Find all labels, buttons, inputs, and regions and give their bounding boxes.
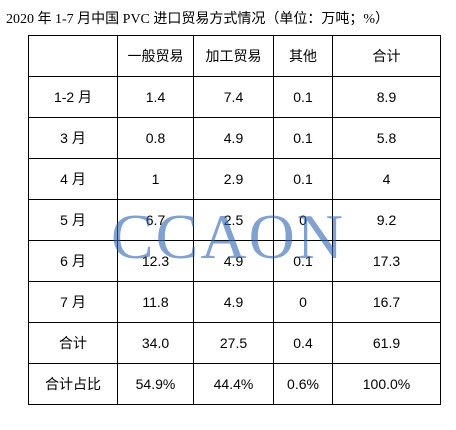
table-cell: 0.1 xyxy=(273,240,333,282)
table-cell: 4.9 xyxy=(193,117,274,159)
table-cell: 44.4% xyxy=(193,363,274,405)
table-cell: 4 xyxy=(332,158,441,200)
table-cell: 0.1 xyxy=(273,117,333,159)
table-cell: 0.4 xyxy=(273,322,333,364)
table-row: 7 月 11.8 4.9 0 16.7 xyxy=(28,281,441,323)
table-cell: 0 xyxy=(273,199,333,241)
row-label: 合计 xyxy=(28,322,118,364)
table-cell: 0.8 xyxy=(117,117,194,159)
table-cell: 0.1 xyxy=(273,158,333,200)
table-cell: 2.9 xyxy=(193,158,274,200)
header-cell xyxy=(28,35,118,77)
table-cell: 9.2 xyxy=(332,199,441,241)
table-row: 1-2 月 1.4 7.4 0.1 8.9 xyxy=(28,76,441,118)
row-label: 1-2 月 xyxy=(28,76,118,118)
row-label: 合计占比 xyxy=(28,363,118,405)
table-cell: 61.9 xyxy=(332,322,441,364)
header-row: 一般贸易 加工贸易 其他 合计 xyxy=(28,35,441,77)
row-label: 5 月 xyxy=(28,199,118,241)
table-cell: 4.9 xyxy=(193,240,274,282)
table-cell: 27.5 xyxy=(193,322,274,364)
table-cell: 1 xyxy=(117,158,194,200)
table-cell: 1.4 xyxy=(117,76,194,118)
header-cell: 一般贸易 xyxy=(117,35,194,77)
table-cell: 11.8 xyxy=(117,281,194,323)
table-cell: 34.0 xyxy=(117,322,194,364)
table-cell: 0 xyxy=(273,281,333,323)
row-label: 7 月 xyxy=(28,281,118,323)
row-label: 4 月 xyxy=(28,158,118,200)
table-cell: 2.5 xyxy=(193,199,274,241)
title: 2020 年 1-7 月中国 PVC 进口贸易方式情况（单位：万吨；%） xyxy=(6,12,390,27)
table-row: 5 月 6.7 2.5 0 9.2 xyxy=(28,199,441,241)
table-row: 合计 34.0 27.5 0.4 61.9 xyxy=(28,322,441,364)
table-row: 3 月 0.8 4.9 0.1 5.8 xyxy=(28,117,441,159)
table-cell: 12.3 xyxy=(117,240,194,282)
table-row: 合计占比 54.9% 44.4% 0.6% 100.0% xyxy=(28,363,441,405)
table-cell: 6.7 xyxy=(117,199,194,241)
table-cell: 4.9 xyxy=(193,281,274,323)
table-body: 一般贸易 加工贸易 其他 合计 1-2 月 1.4 7.4 0.1 8.9 3 月 0.8 4.9 0… xyxy=(28,35,441,405)
table-cell: 0.1 xyxy=(273,76,333,118)
row-label: 6 月 xyxy=(28,240,118,282)
table-cell: 17.3 xyxy=(332,240,441,282)
table-cell: 7.4 xyxy=(193,76,274,118)
header-cell: 加工贸易 xyxy=(193,35,274,77)
table-cell: 0.6% xyxy=(273,363,333,405)
table-cell: 100.0% xyxy=(332,363,441,405)
header-cell: 合计 xyxy=(332,35,441,77)
table-cell: 16.7 xyxy=(332,281,441,323)
table: 一般贸易 加工贸易 其他 合计 1-2 月 1.4 7.4 0.1 8.9 3 月 0.8 4.9 0… xyxy=(28,35,441,405)
row-label: 3 月 xyxy=(28,117,118,159)
table-cell: 5.8 xyxy=(332,117,441,159)
table-row: 6 月 12.3 4.9 0.1 17.3 xyxy=(28,240,441,282)
table-cell: 54.9% xyxy=(117,363,194,405)
header-cell: 其他 xyxy=(273,35,333,77)
table-cell: 8.9 xyxy=(332,76,441,118)
table-row: 4 月 1 2.9 0.1 4 xyxy=(28,158,441,200)
